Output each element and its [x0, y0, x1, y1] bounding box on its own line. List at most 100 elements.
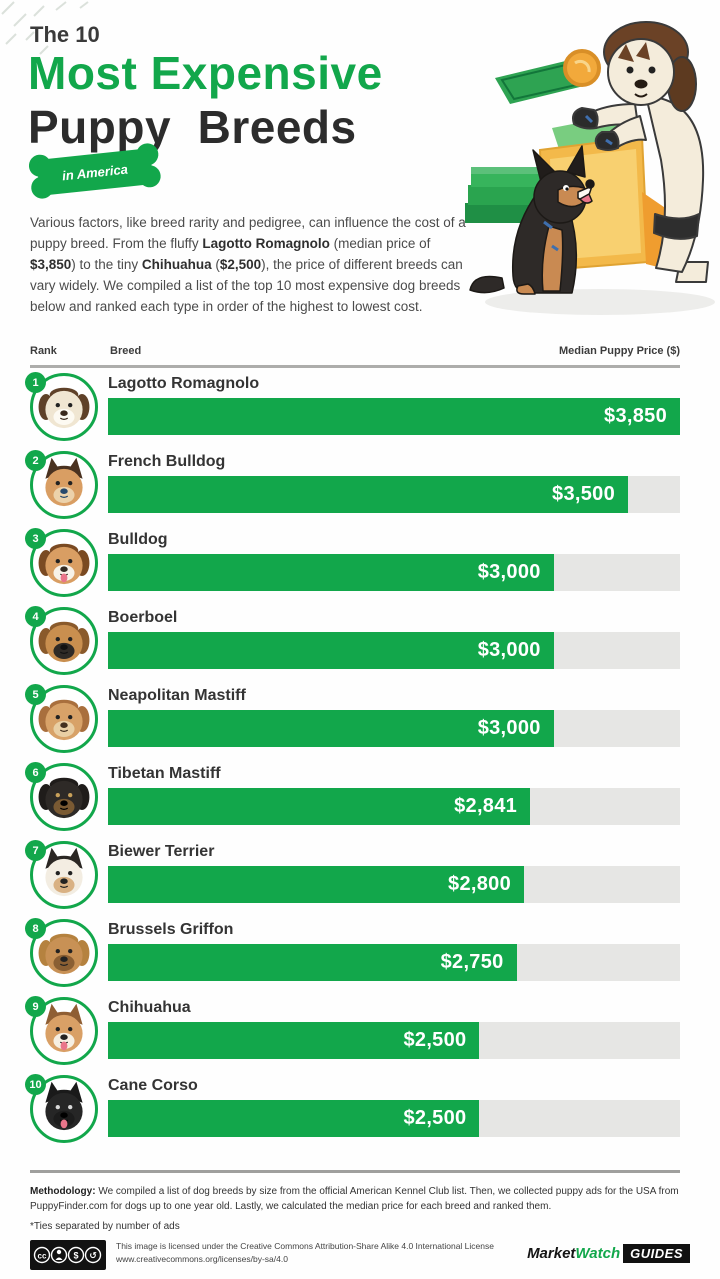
- price-label: $2,500: [403, 1029, 467, 1051]
- table-header: Rank Breed Median Puppy Price ($): [30, 345, 680, 357]
- biewer-terrier-face-icon: [30, 841, 98, 909]
- price-label: $2,750: [440, 951, 504, 973]
- table-header-rule: [30, 365, 680, 368]
- breed-avatar: 6: [25, 762, 108, 840]
- price-label: $3,500: [552, 483, 615, 505]
- breed-row-bulldog: 3 Bulldog $3,000: [25, 528, 680, 606]
- rank-badge: 7: [25, 840, 46, 861]
- price-bar-track: $3,000: [108, 710, 680, 747]
- brand-logo: Market Watch GUIDES: [527, 1240, 690, 1263]
- price-bar-track: $2,500: [108, 1100, 680, 1137]
- price-bar: $2,841: [108, 788, 531, 825]
- price-bar-track: $2,800: [108, 866, 680, 903]
- svg-text:↺: ↺: [89, 1252, 97, 1262]
- rank-badge: 3: [25, 528, 46, 549]
- breed-column-header: Breed: [110, 345, 142, 357]
- price-label: $3,000: [477, 639, 541, 661]
- price-bar: $3,850: [108, 398, 680, 435]
- rank-badge: 8: [25, 918, 46, 939]
- breed-row-chihuahua: 9 Chihuahua $2,500: [25, 996, 680, 1074]
- brand-watch: Watch: [575, 1245, 621, 1262]
- breed-row-lagotto-romagnolo: 1 Lagotto Romagnolo $3,850: [25, 372, 680, 450]
- price-bar-track: $3,500: [108, 476, 680, 513]
- rank-badge: 9: [25, 996, 46, 1017]
- price-column-header: Median Puppy Price ($): [558, 345, 680, 357]
- breed-name: Tibetan Mastiff: [108, 765, 221, 782]
- breed-avatar: 10: [25, 1074, 108, 1152]
- breed-bar-chart: 1 Lagotto Romagnolo $3,850 2: [25, 372, 680, 1152]
- ties-note: *Ties separated by number of ads: [30, 1221, 180, 1232]
- price-bar: $2,500: [108, 1100, 480, 1137]
- price-bar-track: $3,000: [108, 554, 680, 591]
- footer-license-row: cc $ ↺ This image is licensed under the …: [30, 1240, 690, 1270]
- tibetan-mastiff-face-icon: [30, 763, 98, 831]
- breed-name: Biewer Terrier: [108, 843, 215, 860]
- dogs-money-illustration: [465, 21, 715, 315]
- footer-rule: [30, 1170, 680, 1173]
- breed-name: Boerboel: [108, 609, 178, 626]
- bulldog-face-icon: [30, 529, 98, 597]
- page-title-line1: Most Expensive: [28, 47, 383, 99]
- price-bar: $2,500: [108, 1022, 480, 1059]
- license-text: This image is licensed under the Creativ…: [116, 1240, 494, 1266]
- rank-column-header: Rank: [30, 345, 57, 357]
- price-label: $2,500: [403, 1107, 467, 1129]
- price-bar-track: $3,000: [108, 632, 680, 669]
- intro-paragraph: Various factors, like breed rarity and p…: [30, 215, 466, 315]
- breed-name: French Bulldog: [108, 453, 226, 470]
- price-bar: $3,500: [108, 476, 628, 513]
- breed-row-boerboel: 4 Boerboel $3,000: [25, 606, 680, 684]
- price-label: $3,850: [604, 405, 667, 427]
- french-bulldog-face-icon: [30, 451, 98, 519]
- price-bar-track: $2,841: [108, 788, 680, 825]
- breed-avatar: 7: [25, 840, 108, 918]
- breed-avatar: 9: [25, 996, 108, 1074]
- breed-row-cane-corso: 10 Cane Corso $2,500: [25, 1074, 680, 1152]
- breed-avatar: 4: [25, 606, 108, 684]
- breed-avatar: 3: [25, 528, 108, 606]
- breed-row-biewer-terrier: 7 Biewer Terrier $2,800: [25, 840, 680, 918]
- corner-hatch-decoration: [1, 1, 89, 55]
- page-title-line2: Puppy Breeds: [28, 101, 357, 153]
- breed-row-brussels-griffon: 8 Brussels Griffon $2,750: [25, 918, 680, 996]
- license-line2: www.creativecommons.org/licenses/by-sa/4…: [116, 1254, 288, 1265]
- rank-badge: 10: [25, 1074, 46, 1095]
- price-bar: $3,000: [108, 554, 554, 591]
- methodology-text: Methodology: We compiled a list of dog b…: [30, 1186, 679, 1212]
- price-bar-track: $2,500: [108, 1022, 680, 1059]
- breed-avatar: 2: [25, 450, 108, 528]
- rank-badge: 4: [25, 606, 46, 627]
- title-kicker: The 10: [30, 22, 100, 47]
- price-bar: $3,000: [108, 632, 554, 669]
- price-bar-track: $2,750: [108, 944, 680, 981]
- breed-name: Chihuahua: [108, 999, 191, 1016]
- breed-row-neapolitan-mastiff: 5 Neapolitan Mastiff $3,000: [25, 684, 680, 762]
- price-label: $3,000: [477, 717, 541, 739]
- rank-badge: 1: [25, 372, 46, 393]
- chihuahua-face-icon: [30, 997, 98, 1065]
- bone-badge-label: in America: [61, 162, 128, 184]
- breed-name: Bulldog: [108, 531, 168, 548]
- brand-market: Market: [527, 1245, 576, 1262]
- breed-name: Lagotto Romagnolo: [108, 375, 260, 392]
- breed-avatar: 5: [25, 684, 108, 762]
- price-bar: $2,750: [108, 944, 517, 981]
- breed-avatar: 8: [25, 918, 108, 996]
- license-line1: This image is licensed under the Creativ…: [116, 1241, 494, 1251]
- breed-row-tibetan-mastiff: 6 Tibetan Mastiff $2,841: [25, 762, 680, 840]
- breed-avatar: 1: [25, 372, 108, 450]
- rank-badge: 5: [25, 684, 46, 705]
- svg-text:cc: cc: [38, 1252, 47, 1261]
- price-label: $3,000: [477, 561, 541, 583]
- breed-name: Brussels Griffon: [108, 921, 234, 938]
- brand-guides: GUIDES: [623, 1244, 690, 1263]
- price-label: $2,841: [454, 795, 518, 817]
- breed-row-french-bulldog: 2 French Bulldog $3,500: [25, 450, 680, 528]
- neapolitan-mastiff-face-icon: [30, 685, 98, 753]
- svg-text:$: $: [73, 1251, 78, 1261]
- rank-badge: 2: [25, 450, 46, 471]
- price-bar: $2,800: [108, 866, 525, 903]
- price-bar: $3,000: [108, 710, 554, 747]
- creative-commons-icon: cc $ ↺: [30, 1240, 106, 1270]
